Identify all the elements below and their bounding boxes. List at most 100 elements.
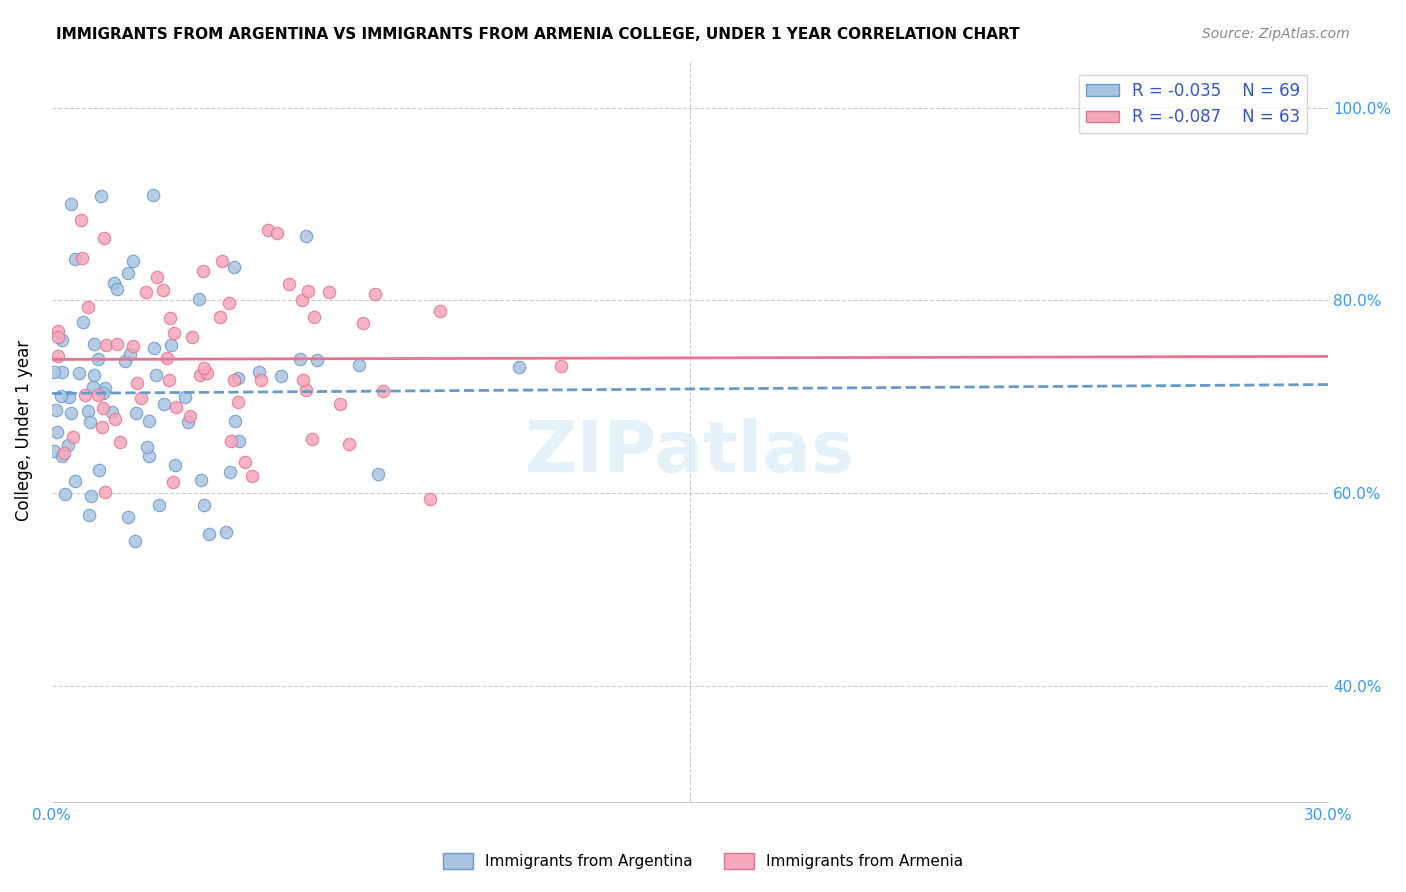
Immigrants from Armenia: [429, 304, 451, 318]
Immigrants from Argentina: [45, 425, 67, 440]
Immigrants from Argentina: [51, 333, 73, 347]
Immigrants from Armenia: [91, 401, 114, 415]
Immigrants from Armenia: [301, 432, 323, 446]
Immigrants from Armenia: [318, 285, 340, 300]
Immigrants from Argentina: [65, 475, 87, 489]
Immigrants from Armenia: [181, 330, 204, 344]
Immigrants from Armenia: [302, 310, 325, 324]
Immigrants from Armenia: [219, 434, 242, 448]
Immigrants from Argentina: [160, 338, 183, 352]
Immigrants from Argentina: [59, 406, 82, 420]
Immigrants from Argentina: [197, 527, 219, 541]
Immigrants from Armenia: [163, 326, 186, 340]
Immigrants from Armenia: [188, 368, 211, 382]
Immigrants from Armenia: [146, 270, 169, 285]
Immigrants from Argentina: [124, 533, 146, 548]
Immigrants from Armenia: [156, 351, 179, 365]
Immigrants from Armenia: [266, 226, 288, 240]
Immigrants from Armenia: [179, 409, 201, 423]
Immigrants from Argentina: [77, 508, 100, 523]
Immigrants from Argentina: [53, 487, 76, 501]
Immigrants from Armenia: [211, 253, 233, 268]
Immigrants from Argentina: [218, 465, 240, 479]
Immigrants from Argentina: [42, 444, 65, 458]
Immigrants from Argentina: [247, 365, 270, 379]
Text: ZIPatlas: ZIPatlas: [524, 418, 855, 487]
Immigrants from Argentina: [60, 197, 83, 211]
Immigrants from Argentina: [77, 403, 100, 417]
Immigrants from Armenia: [550, 359, 572, 374]
Immigrants from Armenia: [294, 383, 316, 397]
Immigrants from Armenia: [52, 446, 75, 460]
Immigrants from Argentina: [367, 467, 389, 482]
Immigrants from Argentina: [103, 276, 125, 290]
Immigrants from Argentina: [122, 254, 145, 268]
Immigrants from Armenia: [157, 373, 180, 387]
Immigrants from Argentina: [79, 489, 101, 503]
Immigrants from Armenia: [364, 286, 387, 301]
Legend: Immigrants from Argentina, Immigrants from Armenia: Immigrants from Argentina, Immigrants fr…: [436, 847, 970, 875]
Immigrants from Armenia: [291, 373, 314, 387]
Immigrants from Argentina: [295, 228, 318, 243]
Immigrants from Argentina: [58, 390, 80, 404]
Immigrants from Argentina: [270, 369, 292, 384]
Text: IMMIGRANTS FROM ARGENTINA VS IMMIGRANTS FROM ARMENIA COLLEGE, UNDER 1 YEAR CORRE: IMMIGRANTS FROM ARGENTINA VS IMMIGRANTS …: [56, 27, 1019, 42]
Immigrants from Armenia: [46, 330, 69, 344]
Immigrants from Armenia: [127, 376, 149, 390]
Immigrants from Argentina: [87, 463, 110, 477]
Immigrants from Argentina: [143, 341, 166, 355]
Immigrants from Argentina: [51, 450, 73, 464]
Immigrants from Argentina: [114, 354, 136, 368]
Immigrants from Armenia: [162, 475, 184, 490]
Immigrants from Armenia: [77, 300, 100, 314]
Immigrants from Argentina: [215, 525, 238, 540]
Immigrants from Armenia: [277, 277, 299, 291]
Immigrants from Armenia: [90, 420, 112, 434]
Immigrants from Armenia: [329, 397, 352, 411]
Immigrants from Armenia: [46, 324, 69, 338]
Immigrants from Armenia: [93, 231, 115, 245]
Immigrants from Argentina: [117, 510, 139, 524]
Immigrants from Armenia: [226, 395, 249, 409]
Immigrants from Armenia: [104, 412, 127, 426]
Immigrants from Argentina: [45, 402, 67, 417]
Immigrants from Armenia: [250, 373, 273, 387]
Immigrants from Argentina: [83, 337, 105, 351]
Immigrants from Armenia: [224, 373, 246, 387]
Immigrants from Argentina: [138, 414, 160, 428]
Immigrants from Argentina: [228, 434, 250, 448]
Immigrants from Argentina: [82, 380, 104, 394]
Immigrants from Armenia: [75, 388, 97, 402]
Immigrants from Armenia: [352, 317, 374, 331]
Immigrants from Argentina: [307, 353, 329, 368]
Immigrants from Argentina: [94, 382, 117, 396]
Immigrants from Argentina: [65, 252, 87, 266]
Immigrants from Armenia: [297, 284, 319, 298]
Immigrants from Argentina: [138, 450, 160, 464]
Immigrants from Argentina: [163, 458, 186, 472]
Immigrants from Argentina: [174, 390, 197, 404]
Immigrants from Argentina: [87, 352, 110, 367]
Immigrants from Argentina: [152, 397, 174, 411]
Immigrants from Armenia: [108, 435, 131, 450]
Immigrants from Armenia: [195, 367, 218, 381]
Immigrants from Armenia: [46, 349, 69, 363]
Immigrants from Armenia: [218, 296, 240, 310]
Immigrants from Argentina: [177, 416, 200, 430]
Immigrants from Argentina: [347, 358, 370, 372]
Immigrants from Armenia: [191, 264, 214, 278]
Immigrants from Armenia: [152, 283, 174, 297]
Immigrants from Armenia: [62, 430, 84, 444]
Immigrants from Argentina: [148, 499, 170, 513]
Immigrants from Armenia: [373, 384, 395, 398]
Immigrants from Argentina: [117, 266, 139, 280]
Immigrants from Armenia: [121, 339, 143, 353]
Immigrants from Argentina: [67, 366, 90, 380]
Immigrants from Argentina: [145, 368, 167, 382]
Immigrants from Argentina: [508, 359, 530, 374]
Immigrants from Argentina: [56, 438, 79, 452]
Text: Source: ZipAtlas.com: Source: ZipAtlas.com: [1202, 27, 1350, 41]
Immigrants from Argentina: [193, 498, 215, 512]
Immigrants from Armenia: [193, 361, 215, 376]
Immigrants from Armenia: [94, 485, 117, 500]
